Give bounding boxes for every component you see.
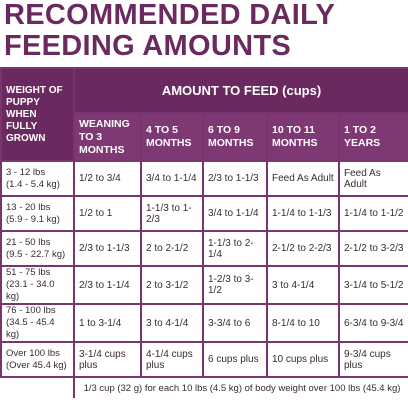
amount-cell: 10 cups plus [266, 341, 340, 378]
amount-cell: 2/3 to 1-1/3 [73, 230, 142, 267]
amount-cell: 1-1/4 to 1-1/3 [266, 195, 340, 232]
amount-cell: 1-1/3 to 2-1/4 [202, 230, 268, 267]
amount-cell: 1/2 to 1 [73, 195, 142, 232]
data-row: 51 - 75 lbs (23.1 - 34.0 kg) 2/3 to 1-1/4 2… [0, 265, 408, 305]
amount-cell: 2/3 to 1-1/4 [73, 265, 142, 305]
amount-cell: 2-1/2 to 2-2/3 [266, 230, 340, 267]
weight-line: (1.4 - 5.4 kg) [6, 178, 60, 190]
weight-line: (34.5 - 45.4 kg) [6, 317, 55, 340]
amount-cell: Feed As Adult [266, 160, 340, 197]
amount-cell: 1-1/3 to 1-2/3 [140, 195, 204, 232]
amount-cell: 3-1/4 cups plus [73, 341, 142, 378]
amount-cell: 3/4 to 1-1/4 [140, 160, 204, 197]
amount-cell: 3 to 4-1/4 [140, 303, 204, 343]
weight-line: 51 - 75 lbs [6, 267, 51, 278]
title-line: FEEDING AMOUNTS [4, 30, 291, 62]
header-row: WEIGHT OF PUPPY WHEN FULLY GROWN AMOUNT T… [0, 67, 408, 162]
group-header: AMOUNT TO FEED (cups) [73, 67, 408, 114]
column-header: 10 TO 11 MONTHS [266, 112, 340, 162]
weight-cell: 76 - 100 lbs (34.5 - 45.4 kg) [0, 303, 75, 343]
amount-cell: 3-3/4 to 6 [202, 303, 268, 343]
amount-cell: 2 to 2-1/2 [140, 230, 204, 267]
data-row: Over 100 lbs (Over 45.4 kg) 3-1/4 cups plu… [0, 341, 408, 378]
amount-cell: 1/2 to 3/4 [73, 160, 142, 197]
column-row: WEANING TO 3 MONTHS 4 TO 5 MONTHS 6 TO 9 M… [1, 112, 408, 162]
amount-cell: 1-2/3 to 3-1/2 [202, 265, 268, 305]
weight-cell: Over 100 lbs (Over 45.4 kg) [0, 341, 75, 378]
title-line: RECOMMENDED DAILY [4, 0, 336, 31]
title: RECOMMENDED DAILY FEEDING AMOUNTS [0, 0, 408, 67]
weight-line: (Over 45.4 kg) [6, 359, 67, 371]
footnote-row: 1/3 cup (32 g) for each 10 lbs (4.5 kg) … [1, 376, 408, 398]
weight-line: Over 100 lbs [6, 347, 60, 359]
weight-line: 3 - 12 lbs [6, 166, 46, 178]
weight-line: 13 - 20 lbs [6, 201, 51, 213]
amount-cell: 8-1/4 to 10 [266, 303, 340, 343]
data-row: 13 - 20 lbs (5.9 - 9.1 kg) 1/2 to 1 1-1/3 t… [0, 195, 408, 232]
blank-cell [1, 376, 75, 398]
amount-cell: 6 cups plus [202, 341, 268, 378]
amount-cell: 3 to 4-1/4 [266, 265, 340, 305]
weight-line: 21 - 50 lbs [6, 236, 51, 248]
column-header: WEANING TO 3 MONTHS [73, 112, 142, 162]
data-row: 21 - 50 lbs (9.5 - 22.7 kg) 2/3 to 1-1/3 2 … [0, 230, 408, 267]
weight-cell: 51 - 75 lbs (23.1 - 34.0 kg) [0, 265, 75, 305]
column-header: 1 TO 2 YEARS [338, 112, 408, 162]
amount-cell: 9-3/4 cups plus [338, 341, 408, 378]
amount-cell: 3/4 to 1-1/4 [202, 195, 268, 232]
amount-cell: 2-1/2 to 3-2/3 [338, 230, 408, 267]
weight-line: (23.1 - 34.0 kg) [6, 279, 55, 302]
amount-cell: 2 to 3-1/2 [140, 265, 204, 305]
weight-line: (9.5 - 22.7 kg) [6, 248, 66, 260]
weight-line: 76 - 100 lbs [6, 305, 56, 316]
column-header: 4 TO 5 MONTHS [140, 112, 204, 162]
amount-cell: 1-1/4 to 1-1/2 [338, 195, 408, 232]
amount-cell: 3-1/4 to 5-1/2 [338, 265, 408, 305]
weight-cell: 3 - 12 lbs (1.4 - 5.4 kg) [0, 160, 75, 197]
weight-line: (5.9 - 9.1 kg) [6, 213, 60, 225]
data-row: 76 - 100 lbs (34.5 - 45.4 kg) 1 to 3-1/4 3 … [0, 303, 408, 343]
amount-cell: 6-3/4 to 9-3/4 [338, 303, 408, 343]
footnote: 1/3 cup (32 g) for each 10 lbs (4.5 kg) … [83, 382, 401, 394]
amount-cell: 1 to 3-1/4 [73, 303, 142, 343]
amount-cell: 2/3 to 1-1/3 [202, 160, 268, 197]
data-row: 3 - 12 lbs (1.4 - 5.4 kg) 1/2 to 3/4 3/4 to… [0, 160, 408, 197]
amount-cell: Feed As Adult [338, 160, 408, 197]
feeding-table: WEIGHT OF PUPPY WHEN FULLY GROWN AMOUNT T… [0, 67, 408, 398]
amount-cell: 4-1/4 cups plus [140, 341, 204, 378]
column-header: 6 TO 9 MONTHS [202, 112, 268, 162]
weight-cell: 13 - 20 lbs (5.9 - 9.1 kg) [0, 195, 75, 232]
corner-header: WEIGHT OF PUPPY WHEN FULLY GROWN [0, 67, 75, 162]
weight-cell: 21 - 50 lbs (9.5 - 22.7 kg) [0, 230, 75, 267]
